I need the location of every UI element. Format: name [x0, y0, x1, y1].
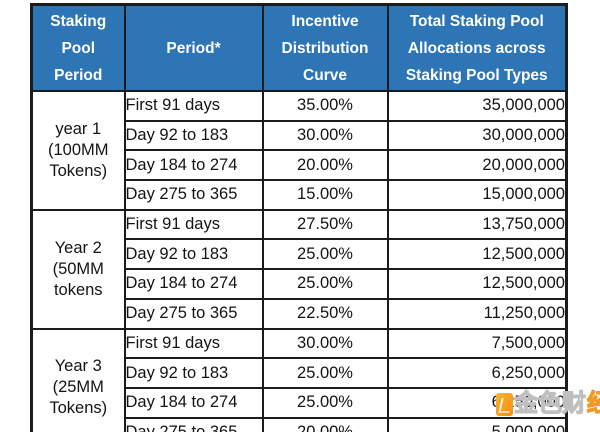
period-cell: Day 184 to 274 — [123, 149, 264, 182]
period-cell: Day 92 to 183 — [123, 238, 264, 271]
period-cell: Day 184 to 274 — [123, 386, 264, 419]
pct-cell: 25.00% — [261, 268, 389, 300]
col-header-incentive-distribution-curve: Incentive Distribution Curve — [261, 3, 389, 92]
year-group-label-year2: Year 2 (50MM tokens — [30, 208, 126, 330]
alloc-cell: 5,000,000 — [386, 416, 568, 432]
table-row: Day 184 to 274 25.00% 12,500,000 — [32, 268, 568, 300]
col-header-total-allocations: Total Staking Pool Allocations across St… — [386, 3, 568, 92]
col-header-staking-pool-period: Staking Pool Period — [30, 3, 126, 92]
table-body: year 1 (100MM Tokens) First 91 days 35.0… — [30, 90, 568, 432]
table-row: Year 3 (25MM Tokens) First 91 days 30.00… — [30, 327, 568, 432]
pct-cell: 30.00% — [261, 327, 389, 360]
period-cell: First 91 days — [123, 327, 264, 360]
alloc-cell: 11,250,000 — [386, 297, 568, 330]
staking-allocation-table: Staking Pool Period Period* Incentive Di… — [30, 3, 568, 432]
table-row: Day 92 to 183 25.00% 12,500,000 — [32, 238, 568, 271]
pct-cell: 35.00% — [261, 90, 389, 122]
period-cell: Day 275 to 365 — [123, 179, 264, 211]
alloc-cell: 12,500,000 — [386, 238, 568, 271]
table-row: year 1 (100MM Tokens) First 91 days 35.0… — [30, 90, 568, 211]
alloc-cell: 20,000,000 — [386, 149, 568, 182]
table-row: Day 92 to 183 25.00% 6,250,000 — [32, 357, 568, 389]
alloc-cell: 13,750,000 — [386, 208, 568, 241]
table-row: Day 275 to 365 15.00% 15,000,000 — [32, 179, 568, 211]
table-row: Day 92 to 183 30.00% 30,000,000 — [32, 119, 568, 152]
alloc-cell: 12,500,000 — [386, 268, 568, 300]
alloc-cell: 7,500,000 — [386, 327, 568, 360]
period-cell: Day 275 to 365 — [123, 416, 264, 432]
alloc-cell: 6,250,000 — [386, 357, 568, 389]
year-group-label-year1: year 1 (100MM Tokens) — [30, 90, 126, 211]
pct-cell: 25.00% — [261, 357, 389, 389]
pct-cell: 30.00% — [261, 119, 389, 152]
pct-cell: 25.00% — [261, 238, 389, 271]
alloc-cell: 6,250,000 — [386, 386, 568, 419]
table-row: Day 275 to 365 20.00% 5,000,000 — [32, 416, 568, 432]
pct-cell: 15.00% — [261, 179, 389, 211]
period-cell: Day 275 to 365 — [123, 297, 264, 330]
period-cell: First 91 days — [123, 208, 264, 241]
header-row: Staking Pool Period Period* Incentive Di… — [30, 3, 568, 92]
pct-cell: 25.00% — [261, 386, 389, 419]
table-row: Day 184 to 274 20.00% 20,000,000 — [32, 149, 568, 182]
table-row: Day 275 to 365 22.50% 11,250,000 — [32, 297, 568, 330]
pct-cell: 20.00% — [261, 416, 389, 432]
alloc-cell: 35,000,000 — [386, 90, 568, 122]
table-header: Staking Pool Period Period* Incentive Di… — [30, 3, 568, 92]
period-cell: First 91 days — [123, 90, 264, 122]
alloc-cell: 15,000,000 — [386, 179, 568, 211]
year-group-label-year3: Year 3 (25MM Tokens) — [30, 327, 126, 432]
col-header-period: Period* — [123, 3, 264, 92]
alloc-cell: 30,000,000 — [386, 119, 568, 152]
pct-cell: 22.50% — [261, 297, 389, 330]
table-row: Year 2 (50MM tokens First 91 days 27.50%… — [30, 208, 568, 330]
period-cell: Day 92 to 183 — [123, 119, 264, 152]
pct-cell: 27.50% — [261, 208, 389, 241]
watermark-text-accent: 经 — [586, 390, 600, 417]
period-cell: Day 184 to 274 — [123, 268, 264, 300]
period-cell: Day 92 to 183 — [123, 357, 264, 389]
pct-cell: 20.00% — [261, 149, 389, 182]
